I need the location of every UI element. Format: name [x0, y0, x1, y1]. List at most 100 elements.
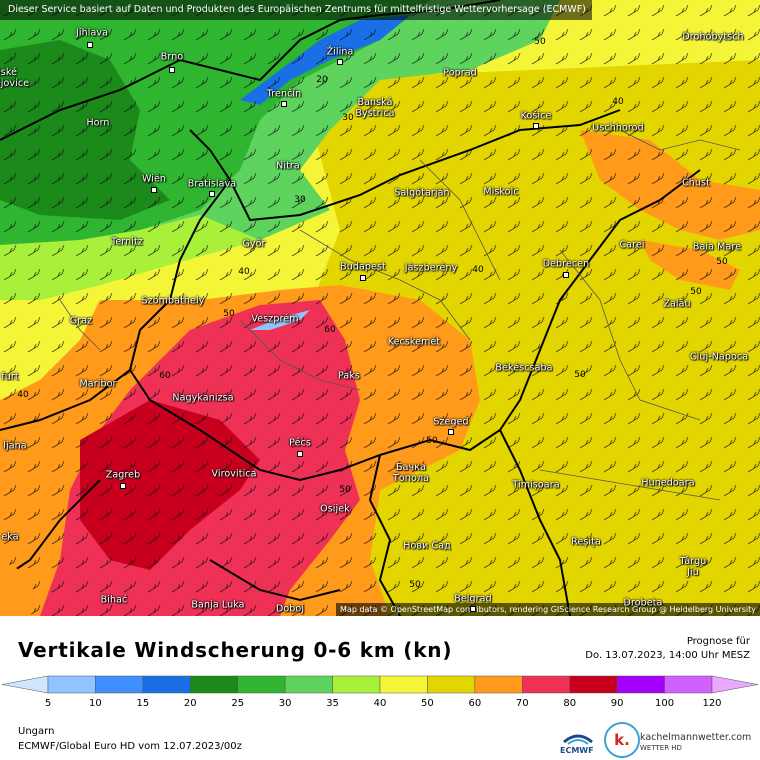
scale-tick-label: 40 — [373, 698, 387, 709]
scale-tick-label: 80 — [563, 698, 577, 709]
city-label: Bratislava — [187, 178, 237, 190]
region-label: Ungarn — [18, 726, 55, 737]
city-label: Osijek — [320, 503, 350, 515]
city-label: Paks — [338, 370, 360, 382]
scale-tick-label: 90 — [610, 698, 624, 709]
city-marker — [120, 483, 126, 489]
city-label: Horn — [86, 117, 110, 129]
city-marker — [209, 191, 215, 197]
scale-tick-label: 35 — [326, 698, 339, 709]
scale-arrow-low — [1, 675, 49, 694]
city-label: Graz — [69, 315, 93, 327]
city-label: Trenčín — [266, 88, 302, 100]
scale-segment — [379, 675, 428, 694]
city-marker — [448, 429, 454, 435]
city-label: Banská Bystrica — [355, 97, 395, 119]
contour-label: 50 — [339, 485, 351, 495]
city-label: furt — [1, 371, 19, 383]
city-label: Szeged — [433, 416, 469, 428]
city-label: Chust — [682, 177, 710, 189]
scale-tick-label: 25 — [231, 698, 245, 709]
city-label: Budapest — [340, 261, 386, 273]
scale-segment — [427, 675, 476, 694]
city-label: Uschhorod — [592, 122, 644, 134]
city-marker — [169, 67, 175, 73]
site-name[interactable]: kachelmannwetter.com — [640, 732, 752, 743]
scale-segment — [474, 675, 523, 694]
city-label: Zagreb — [105, 469, 141, 481]
city-label: Ternitz — [111, 236, 143, 248]
city-marker — [360, 275, 366, 281]
contour-label: 40 — [612, 97, 624, 107]
city-label: Békéscsaba — [495, 362, 553, 374]
shear-field-map — [0, 0, 760, 616]
city-label: Drobeta — [623, 597, 663, 609]
scale-segment — [190, 675, 238, 694]
contour-label: 50 — [223, 309, 235, 319]
map-view[interactable]: Dieser Service basiert auf Daten und Pro… — [0, 0, 760, 616]
city-label: Jihlava — [75, 27, 109, 39]
forecast-date: Do. 13.07.2023, 14:00 Uhr MESZ — [585, 650, 750, 661]
coast-area — [0, 560, 40, 616]
city-label: Timișoara — [512, 479, 560, 491]
city-marker — [337, 59, 343, 65]
scale-tick-label: 10 — [89, 698, 102, 709]
lake-balaton — [250, 310, 310, 330]
city-marker — [297, 451, 303, 457]
scale-segment — [95, 675, 144, 694]
contour-label: 20 — [316, 75, 328, 85]
city-label: Drohobytsch — [682, 31, 744, 43]
city-label: Brno — [160, 51, 184, 63]
scale-tick-label: 15 — [136, 698, 150, 709]
city-label: Miskolc — [483, 186, 519, 198]
contour-label: 50 — [534, 37, 546, 47]
country-borders — [0, 0, 701, 616]
contour-label: 30 — [342, 113, 354, 123]
city-marker — [533, 123, 539, 129]
city-label: Veszprém — [251, 313, 299, 325]
city-label: Maribor — [79, 378, 117, 390]
city-label: Târgu Jiu — [679, 556, 707, 578]
scale-tick-label: 120 — [702, 698, 722, 709]
city-label: Debrecen — [542, 258, 590, 270]
city-marker — [470, 606, 476, 612]
contour-label: 50 — [716, 257, 728, 267]
city-label: Jászberény — [404, 262, 458, 274]
city-label: Carei — [619, 239, 645, 251]
city-label: Reșița — [571, 536, 601, 548]
contour-label: 50 — [574, 370, 586, 380]
contour-label: 50 — [690, 287, 702, 297]
city-label: Virovitica — [211, 468, 257, 480]
city-label: Doboj — [275, 603, 305, 615]
scale-segment — [569, 675, 618, 694]
kachelmann-logo[interactable]: k. — [604, 722, 640, 758]
scale-tick-label: 70 — [515, 698, 529, 709]
scale-segment — [664, 675, 713, 694]
city-label: Belgrad — [454, 593, 492, 605]
map-attribution[interactable]: Map data © OpenStreetMap contributors, r… — [336, 603, 760, 616]
model-info: ECMWF/Global Euro HD vom 12.07.2023/00z — [18, 741, 242, 752]
regional-borders — [59, 129, 741, 501]
ecmwf-logo[interactable] — [560, 728, 596, 758]
scale-tick-label: 60 — [468, 698, 482, 709]
contour-label: 40 — [17, 390, 29, 400]
ecmwf-notice: Dieser Service basiert auf Daten und Pro… — [0, 0, 592, 20]
scale-tick-label: 30 — [278, 698, 292, 709]
city-label: Szombathely — [141, 295, 205, 307]
city-label: Győr — [242, 238, 266, 250]
city-marker — [281, 101, 287, 107]
city-marker — [563, 272, 569, 278]
scale-segment — [616, 675, 665, 694]
city-marker — [87, 42, 93, 48]
scale-segment — [332, 675, 381, 694]
scale-segment — [522, 675, 570, 694]
city-label: Kecskemét — [387, 336, 441, 348]
city-label: Bihać — [100, 594, 128, 606]
ecmwf-label: ECMWF — [560, 746, 594, 755]
city-label: Baia Mare — [692, 241, 742, 253]
city-label: Košice — [520, 110, 552, 122]
scale-segment — [142, 675, 191, 694]
city-label: Нови Сад — [403, 540, 451, 552]
city-label: Banja Luka — [191, 599, 245, 611]
scale-arrow-high — [711, 675, 759, 694]
